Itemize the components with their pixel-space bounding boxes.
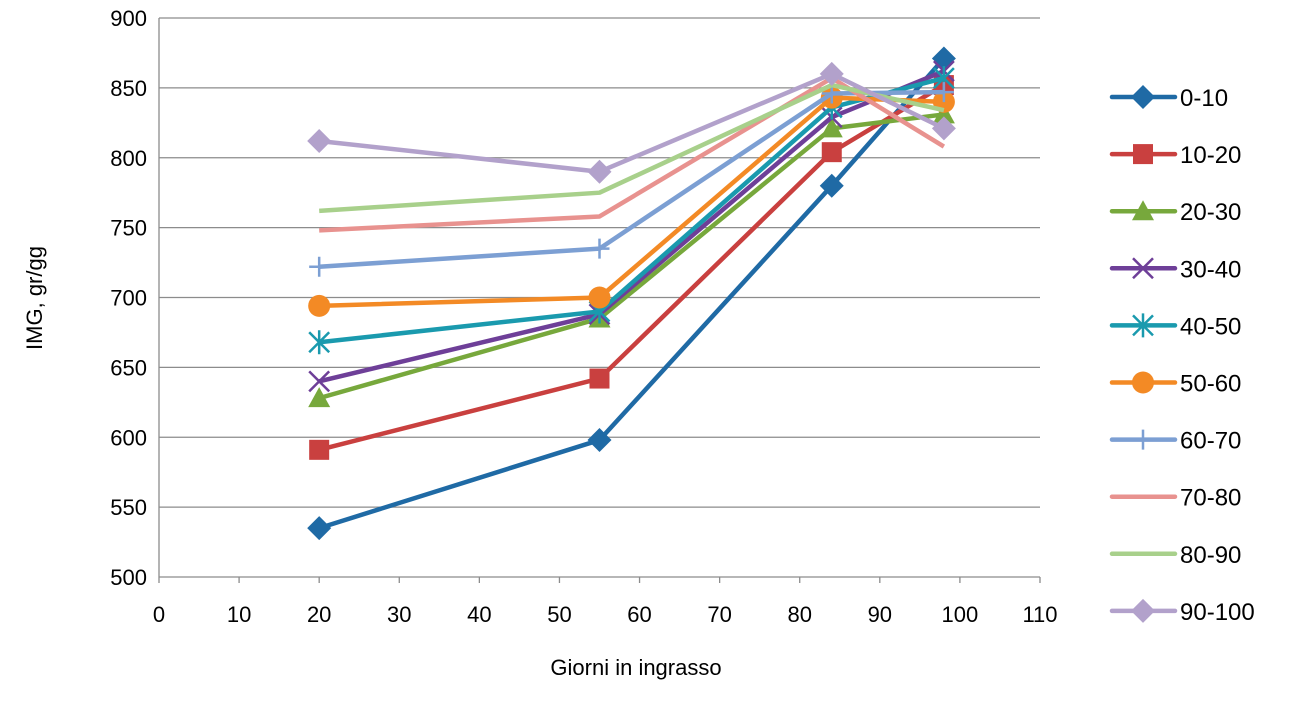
y-axis-label: IMG, gr/gg: [22, 246, 47, 350]
series-40-50: [308, 66, 955, 355]
data-point: [589, 368, 610, 389]
legend-item: 70-80: [1109, 485, 1241, 512]
x-axis-label: Giorni in ingrasso: [550, 655, 721, 680]
y-tick-label: 700: [110, 286, 147, 311]
legend-label: 30-40: [1180, 256, 1241, 283]
x-tick-label: 20: [307, 602, 331, 627]
series-70-80: [319, 75, 946, 233]
legend-label: 50-60: [1180, 371, 1241, 398]
legend-label: 70-80: [1180, 485, 1241, 512]
data-point: [820, 117, 843, 138]
data-point: [1132, 257, 1154, 280]
data-point: [307, 128, 332, 153]
series-line: [318, 112, 945, 401]
data-point: [308, 330, 331, 355]
y-tick-label: 600: [110, 425, 147, 450]
y-tick-label: 750: [110, 216, 147, 241]
legend-item: 50-60: [1109, 371, 1241, 398]
series-60-70: [309, 82, 954, 277]
legend-label: 10-20: [1180, 142, 1241, 169]
legend-item: 60-70: [1109, 428, 1241, 455]
y-tick-label: 900: [110, 6, 147, 31]
series-line: [318, 83, 946, 453]
legend-item: 90-100: [1109, 598, 1255, 626]
y-tick-label: 500: [110, 565, 147, 590]
data-point: [1133, 144, 1153, 165]
legend-label: 20-30: [1180, 199, 1241, 226]
x-tick-label: 100: [942, 602, 979, 627]
series-line: [319, 75, 946, 233]
y-tick-label: 800: [110, 146, 147, 171]
series-90-100: [307, 61, 956, 184]
data-point: [933, 82, 954, 103]
series-10-20: [309, 75, 954, 460]
x-tick-label: 30: [387, 602, 411, 627]
x-tick-label: 80: [787, 602, 811, 627]
data-point: [1133, 429, 1153, 450]
y-tick-label: 850: [110, 76, 147, 101]
legend-item: 40-50: [1109, 313, 1241, 340]
x-tick-label: 0: [153, 602, 165, 627]
data-point: [308, 387, 331, 408]
legend-label: 90-100: [1180, 599, 1255, 626]
data-point: [588, 286, 611, 309]
data-point: [587, 428, 612, 453]
data-point: [309, 256, 330, 277]
legend-item: 80-90: [1109, 542, 1241, 569]
series-line: [319, 89, 944, 270]
x-tick-label: 110: [1022, 602, 1057, 627]
data-point: [819, 61, 844, 86]
data-point: [1132, 371, 1154, 394]
x-tick-label: 10: [227, 602, 251, 627]
legend-item: 10-20: [1109, 142, 1241, 169]
series-80-90: [319, 82, 945, 214]
data-point: [308, 294, 331, 317]
x-tick-label: 90: [868, 602, 892, 627]
data-point: [308, 370, 331, 393]
data-point: [589, 238, 610, 259]
y-tick-label: 550: [110, 495, 147, 520]
y-tick-label: 650: [110, 355, 147, 380]
x-tick-label: 40: [467, 602, 491, 627]
data-point: [309, 439, 330, 460]
data-point: [1131, 85, 1155, 109]
legend-label: 60-70: [1180, 428, 1241, 455]
legend-label: 80-90: [1180, 542, 1241, 569]
data-point: [587, 159, 612, 184]
data-point: [819, 173, 844, 198]
x-tick-label: 50: [547, 602, 571, 627]
series-line: [319, 82, 945, 214]
legend-label: 40-50: [1180, 313, 1241, 340]
data-point: [1132, 313, 1154, 338]
legend-item: 30-40: [1109, 256, 1241, 283]
data-point: [821, 142, 842, 163]
data-point: [931, 116, 956, 141]
data-point: [1132, 200, 1154, 221]
series-line: [319, 95, 944, 309]
x-tick-label: 70: [707, 602, 731, 627]
data-point: [307, 516, 332, 541]
legend-item: 20-30: [1109, 199, 1241, 226]
legend-label: 0-10: [1180, 85, 1228, 112]
data-point: [1131, 598, 1155, 623]
legend-item: 0-10: [1109, 85, 1228, 112]
series-line: [318, 71, 945, 174]
x-tick-label: 60: [627, 602, 651, 627]
data-point: [932, 103, 955, 124]
